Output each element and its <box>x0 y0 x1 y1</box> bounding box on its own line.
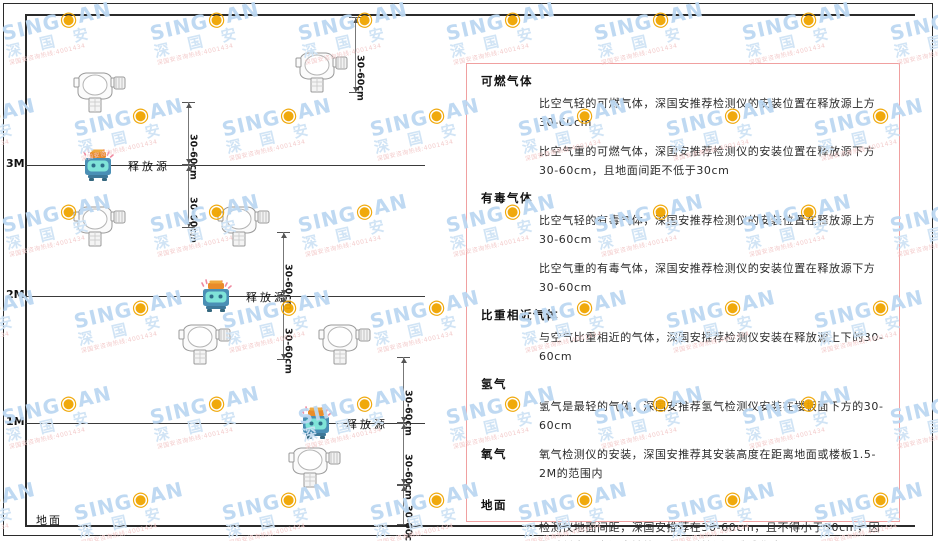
ruler-tick-bottom <box>277 359 290 360</box>
release-source-label: 释放源 <box>128 160 170 173</box>
axis-label-3m: 3M <box>6 157 25 170</box>
gas-detector-icon <box>70 68 128 120</box>
ruler-arrow-top <box>401 424 407 429</box>
ruler-arrow-bottom <box>353 87 359 92</box>
ruler-tick-bottom <box>397 422 410 423</box>
ruler-arrow-top <box>281 233 287 238</box>
ruler-arrow-top <box>401 486 407 491</box>
ruler-label: 30-60cm <box>354 55 366 101</box>
section-paragraph: 检测仪地面间距，深国安推荐在30-60cm，且不得小于30cm，因为过低容易水浸… <box>539 521 881 541</box>
ruler-label: 30-60cm <box>282 264 294 310</box>
ruler-arrow-top <box>186 103 192 108</box>
release-source-icon <box>78 146 122 188</box>
ruler-tick-bottom <box>397 484 410 485</box>
ruler-arrow-top <box>353 18 359 23</box>
ruler-arrow-top <box>281 297 287 302</box>
ruler-tick-bottom <box>349 92 362 93</box>
gas-detector-icon <box>175 320 233 372</box>
ruler-bar <box>283 296 284 360</box>
panel-section-ground: 地面 检测仪地面间距，深国安推荐在30-60cm，且不得小于30cm，因为过低容… <box>481 497 885 541</box>
section-heading: 比重相近气体 <box>481 308 559 322</box>
ruler-tick-bottom <box>182 164 195 165</box>
gas-detector-icon <box>70 202 128 254</box>
ruler-label: 30-60cm <box>282 328 294 374</box>
recommendation-panel: 可燃气体 比空气轻的可燃气体，深国安推荐检测仪的安装位置在释放源上方30-60c… <box>466 63 900 541</box>
release-source-icon <box>196 277 240 319</box>
ruler-arrow-bottom <box>401 417 407 422</box>
level-line-3m <box>25 165 425 166</box>
section-paragraph: 比空气重的可燃气体，深国安推荐检测仪的安装位置在释放源下方30-60cm，且地面… <box>539 145 876 177</box>
ruler-label: 30-60cm <box>187 133 199 180</box>
ruler-arrow-bottom <box>186 159 192 164</box>
ruler-arrow-bottom <box>186 222 192 227</box>
ruler-label: 30-60cm <box>402 505 414 541</box>
ruler-arrow-top <box>186 166 192 171</box>
ruler-label: 30-60cm <box>402 390 414 436</box>
section-paragraph: 氧气检测仪的安装，深国安推荐其安装高度在距离地面或楼板1.5-2M的范围内 <box>539 448 877 480</box>
ruler-tick-bottom <box>182 227 195 228</box>
ruler-label: 30-60cm <box>402 454 414 500</box>
release-source-label: 释放源 <box>346 418 388 431</box>
ruler-bar <box>188 165 189 228</box>
section-paragraph: 氢气是最轻的气体，深国安推荐氢气检测仪安装在楼板面下方的30-60cm <box>539 400 884 432</box>
gas-detector-icon <box>285 443 343 495</box>
ruler-bar <box>283 232 284 296</box>
section-paragraph: 与空气比重相近的气体，深国安推荐检测仪安装在释放源上下的30-60cm <box>539 331 884 363</box>
ruler-bar <box>188 102 189 165</box>
panel-section-oxygen: 氧气 氧气检测仪的安装，深国安推荐其安装高度在距离地面或楼板1.5-2M的范围内 <box>481 445 885 483</box>
ruler-bar <box>403 485 404 525</box>
section-heading: 氧气 <box>481 447 507 461</box>
release-source-icon <box>296 404 340 446</box>
panel-section-flammable: 可燃气体 比空气轻的可燃气体，深国安推荐检测仪的安装位置在释放源上方30-60c… <box>481 73 885 180</box>
section-heading: 可燃气体 <box>481 74 533 88</box>
ruler-bar <box>403 423 404 485</box>
panel-section-hydrogen: 氢气 氢气是最轻的气体，深国安推荐氢气检测仪安装在楼板面下方的30-60cm <box>481 376 885 435</box>
ruler-arrow-bottom <box>281 354 287 359</box>
section-heading: 氢气 <box>481 377 507 391</box>
ruler-arrow-bottom <box>281 290 287 295</box>
ground-boundary-line <box>25 525 915 527</box>
section-paragraph: 比空气轻的可燃气体，深国安推荐检测仪的安装位置在释放源上方30-60cm <box>539 97 876 129</box>
section-paragraph: 比空气轻的有毒气体，深国安推荐检测仪的安装位置在释放源上方30-60cm <box>539 214 876 246</box>
gas-detector-icon <box>315 320 373 372</box>
axis-label-2m: 2M <box>6 288 25 301</box>
ruler-bar <box>403 357 404 423</box>
section-heading: 有毒气体 <box>481 191 533 205</box>
panel-section-similar-density: 比重相近气体 与空气比重相近的气体，深国安推荐检测仪安装在释放源上下的30-60… <box>481 307 885 366</box>
gas-detector-icon <box>214 202 272 254</box>
ground-label: 地面 <box>36 514 62 527</box>
gas-detector-icon <box>292 48 350 100</box>
panel-section-toxic: 有毒气体 比空气轻的有毒气体，深国安推荐检测仪的安装位置在释放源上方30-60c… <box>481 190 885 297</box>
axis-label-1m: 1M <box>6 415 25 428</box>
release-source-label: 释放源 <box>246 291 288 304</box>
page-outer-frame <box>3 3 933 536</box>
ruler-tick-bottom <box>397 524 410 525</box>
top-boundary-line <box>25 14 915 16</box>
ruler-bar <box>355 17 356 93</box>
ruler-tick-bottom <box>277 295 290 296</box>
ruler-arrow-top <box>401 358 407 363</box>
level-line-1m <box>25 423 425 424</box>
section-paragraph: 比空气重的有毒气体，深国安推荐检测仪的安装位置在释放源下方30-60cm <box>539 262 876 294</box>
section-heading: 地面 <box>481 498 507 512</box>
ruler-label: 30-60cm <box>187 196 199 243</box>
ruler-arrow-bottom <box>401 479 407 484</box>
vertical-axis <box>25 14 27 526</box>
